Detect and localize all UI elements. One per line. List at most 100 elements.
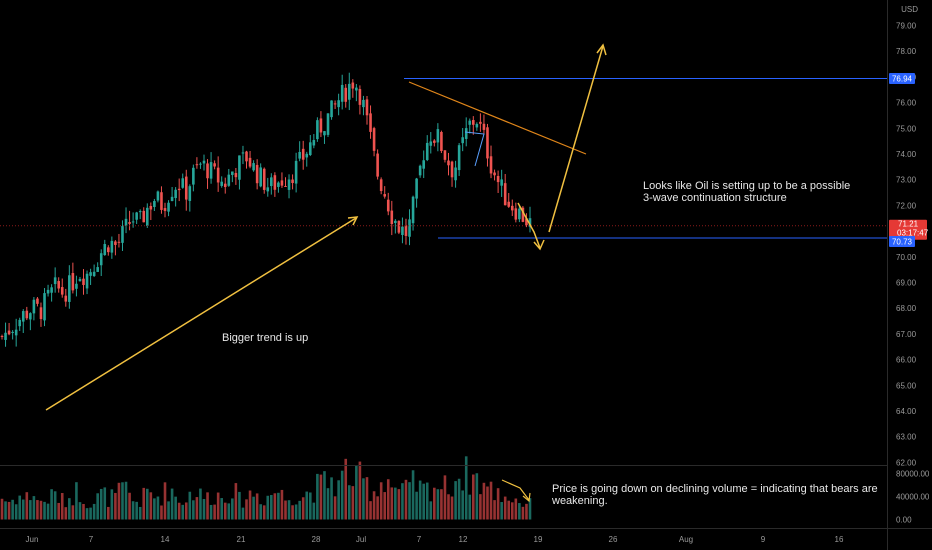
volume-bar[interactable] [99,488,103,520]
volume-bar[interactable] [454,481,457,520]
candle-body[interactable] [216,167,220,183]
projection-arrow-line[interactable] [548,45,604,233]
flag-pattern-line[interactable] [464,131,485,167]
volume-bar[interactable] [280,489,284,520]
candle-body[interactable] [167,202,170,212]
candle-body[interactable] [401,226,404,235]
candle-body[interactable] [273,175,277,190]
volume-bar[interactable] [21,499,25,520]
volume-bar[interactable] [43,501,46,520]
candle-body[interactable] [298,151,301,159]
volume-bar[interactable] [57,502,60,520]
candle-body[interactable] [486,127,489,159]
volume-bar[interactable] [401,483,404,520]
candle-body[interactable] [192,167,195,185]
volume-bar[interactable] [390,487,394,520]
candle-body[interactable] [270,177,273,187]
candle-body[interactable] [25,310,29,319]
volume-bar[interactable] [411,470,415,520]
volume-bar[interactable] [124,481,128,520]
volume-bar[interactable] [245,499,248,520]
candle-body[interactable] [36,298,39,304]
volume-bar[interactable] [294,504,298,520]
volume-bar[interactable] [145,488,149,520]
volume-bar[interactable] [213,504,216,520]
volume-bar[interactable] [223,502,227,520]
volume-bar[interactable] [252,496,255,520]
volume-bar[interactable] [355,465,358,520]
candle-body[interactable] [138,211,142,213]
volume-bar[interactable] [284,500,287,520]
volume-bar[interactable] [418,480,422,520]
candle-body[interactable] [53,277,57,285]
candle-body[interactable] [206,163,209,179]
volume-bar[interactable] [270,495,273,520]
volume-bar[interactable] [372,491,376,520]
volume-bar[interactable] [138,506,142,520]
volume-bar[interactable] [39,500,43,520]
volume-bar[interactable] [347,485,351,520]
volume-bar[interactable] [192,500,195,520]
volume-bar[interactable] [85,508,89,520]
volume-bar[interactable] [71,505,75,520]
candle-body[interactable] [472,120,475,125]
candle-body[interactable] [89,272,92,276]
volume-bar[interactable] [433,487,436,520]
volume-bar[interactable] [231,498,234,520]
trend-note[interactable]: Bigger trend is up [222,332,308,344]
volume-bar[interactable] [291,505,294,520]
volume-bar[interactable] [450,496,454,520]
volume-bar[interactable] [323,471,326,520]
volume-bar[interactable] [206,492,209,520]
candle-body[interactable] [323,131,326,136]
volume-bar[interactable] [344,458,348,520]
candle-body[interactable] [464,128,468,139]
candle-body[interactable] [386,199,390,212]
volume-bar[interactable] [117,482,121,520]
volume-bar[interactable] [114,492,117,520]
volume-bar[interactable] [82,503,85,520]
volume-bar[interactable] [337,480,340,520]
volume-bar[interactable] [468,494,472,520]
volume-bar[interactable] [489,481,493,520]
candle-body[interactable] [493,172,496,176]
volume-bar[interactable] [202,498,206,520]
candle-body[interactable] [117,241,121,243]
candle-body[interactable] [223,183,227,188]
candle-body[interactable] [29,313,32,320]
candle-body[interactable] [340,84,344,102]
candle-body[interactable] [255,164,259,184]
candle-body[interactable] [379,179,383,192]
candle-body[interactable] [525,218,528,226]
volume-bar[interactable] [96,493,99,520]
volume-bar[interactable] [510,502,514,520]
candle-body[interactable] [11,331,14,333]
candle-body[interactable] [479,121,482,124]
candle-body[interactable] [121,226,124,243]
volume-bar[interactable] [479,494,482,520]
volume-bar[interactable] [301,497,305,520]
volume-bar[interactable] [156,496,160,520]
candle-body[interactable] [145,207,149,226]
volume-bar[interactable] [131,501,135,520]
candle-body[interactable] [114,241,117,245]
volume-bar[interactable] [255,493,259,520]
candle-body[interactable] [46,289,50,294]
volume-bar[interactable] [248,490,252,520]
candle-body[interactable] [450,161,454,178]
candle-body[interactable] [21,311,25,322]
drawings[interactable] [45,43,607,503]
volume-bar[interactable] [170,488,174,520]
candle-body[interactable] [394,220,397,224]
volume-bar[interactable] [68,498,71,520]
volume-bar[interactable] [440,489,443,520]
volume-bar[interactable] [408,482,411,520]
candle-body[interactable] [142,210,146,223]
volume-bar[interactable] [121,482,124,520]
uptrend-arrow-line[interactable] [45,217,357,411]
candle-body[interactable] [301,148,305,160]
candle-body[interactable] [510,205,514,211]
volume-bar[interactable] [18,495,22,520]
volume-bar[interactable] [153,498,156,520]
